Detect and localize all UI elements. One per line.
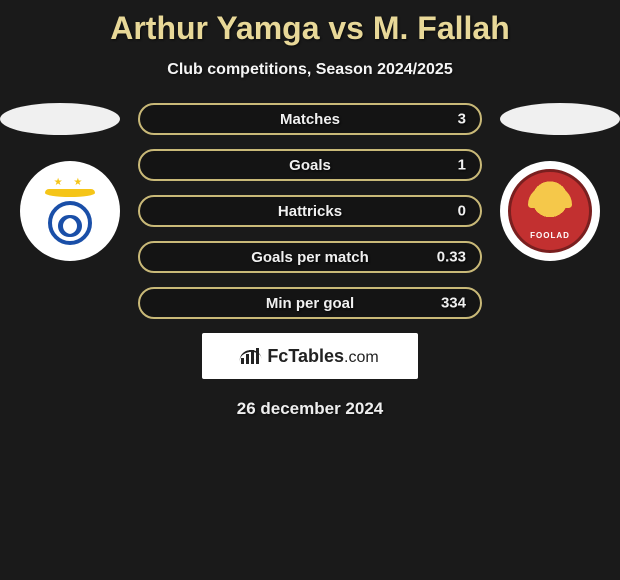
generation-date: 26 december 2024	[0, 399, 620, 419]
club-badge-left: ★ ★	[20, 161, 120, 261]
brand-attribution: FcTables.com	[202, 333, 418, 379]
stat-right-value: 334	[441, 295, 466, 312]
player-photo-left-placeholder	[0, 103, 120, 135]
stat-row-min-per-goal: Min per goal 334	[138, 287, 482, 319]
stat-row-goals: Goals 1	[138, 149, 482, 181]
comparison-area: ★ ★ FOOLAD Matches 3 Goals 1 Hattricks 0…	[0, 103, 620, 319]
brand-text: FcTables.com	[267, 346, 378, 367]
stat-label: Hattricks	[278, 203, 342, 220]
stat-label: Goals	[289, 157, 331, 174]
stat-row-matches: Matches 3	[138, 103, 482, 135]
club-badge-right: FOOLAD	[500, 161, 600, 261]
page-title: Arthur Yamga vs M. Fallah	[0, 0, 620, 47]
player-photo-right-placeholder	[500, 103, 620, 135]
foolad-logo-icon: FOOLAD	[508, 169, 592, 253]
stat-rows: Matches 3 Goals 1 Hattricks 0 Goals per …	[138, 103, 482, 319]
stat-right-value: 0	[458, 203, 466, 220]
stat-right-value: 3	[458, 111, 466, 128]
brand-name: FcTables	[267, 346, 344, 366]
stat-label: Goals per match	[251, 249, 369, 266]
stat-label: Min per goal	[266, 295, 354, 312]
bar-chart-icon	[241, 348, 261, 364]
stat-row-goals-per-match: Goals per match 0.33	[138, 241, 482, 273]
stat-right-value: 0.33	[437, 249, 466, 266]
stat-label: Matches	[280, 111, 340, 128]
brand-suffix: .com	[344, 349, 379, 366]
stat-right-value: 1	[458, 157, 466, 174]
stat-row-hattricks: Hattricks 0	[138, 195, 482, 227]
esteghlal-logo-icon: ★ ★	[30, 171, 110, 251]
subtitle: Club competitions, Season 2024/2025	[0, 61, 620, 79]
